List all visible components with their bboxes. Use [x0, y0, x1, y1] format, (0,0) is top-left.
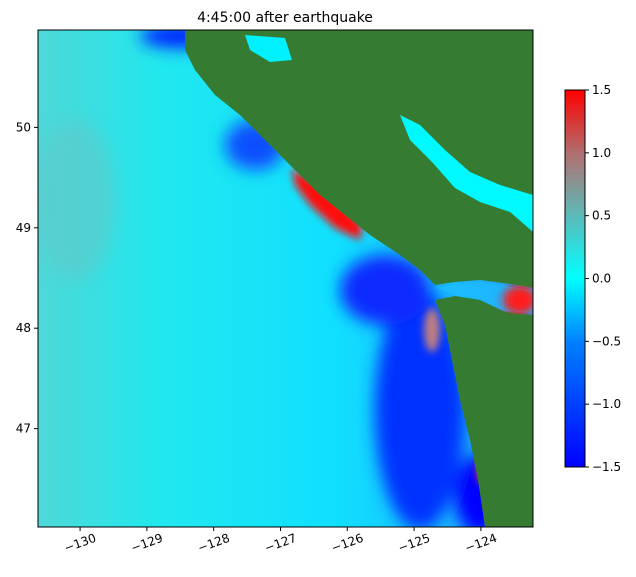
- colorbar-tick-label: 0.0: [592, 272, 611, 286]
- land-vancouver-island: [185, 30, 533, 288]
- land-olympic-peninsula: [435, 296, 533, 527]
- x-tick-label: −125: [396, 531, 432, 555]
- colorbar-tick-label: −0.5: [592, 334, 621, 348]
- axes-frame: [37, 29, 534, 528]
- x-tick-label: −130: [62, 531, 98, 555]
- wave-mid-region: [38, 120, 115, 280]
- wave-low-region: [375, 290, 465, 527]
- x-tick-label: −127: [263, 531, 299, 555]
- y-tick-label: 49: [16, 221, 31, 235]
- chart-title: 4:45:00 after earthquake: [197, 10, 373, 26]
- x-tick-label: −128: [196, 531, 232, 555]
- y-axis: 47 48 49 50: [16, 120, 38, 436]
- x-tick-label: −126: [329, 531, 365, 555]
- wave-high-region: [424, 308, 440, 352]
- colorbar-tick-label: 1.0: [592, 146, 611, 160]
- y-tick-label: 50: [16, 120, 31, 134]
- strait-of-georgia: [400, 115, 533, 232]
- x-axis: −130 −129 −128 −127 −126 −125 −124: [62, 527, 499, 555]
- x-tick-label: −129: [129, 531, 165, 555]
- y-tick-label: 48: [16, 321, 31, 335]
- y-tick-label: 47: [16, 422, 31, 436]
- wave-high-region: [292, 168, 362, 240]
- wave-low-region: [340, 255, 430, 325]
- colorbar-tick-label: −1.5: [592, 460, 621, 474]
- colorbar-tick-label: −1.0: [592, 397, 621, 411]
- plot-area: [38, 30, 533, 527]
- colorbar: −1.5 −1.0 −0.5 0.0 0.5 1.0 1.5: [564, 83, 621, 474]
- colorbar-tick-label: 0.5: [592, 209, 611, 223]
- colorbar-gradient: [564, 89, 586, 468]
- top-inlet: [245, 35, 292, 62]
- wave-high-region: [506, 288, 533, 312]
- x-tick-label: −124: [463, 531, 499, 555]
- colorbar-ticks: −1.5 −1.0 −0.5 0.0 0.5 1.0 1.5: [585, 83, 621, 474]
- colorbar-tick-label: 1.5: [592, 83, 611, 97]
